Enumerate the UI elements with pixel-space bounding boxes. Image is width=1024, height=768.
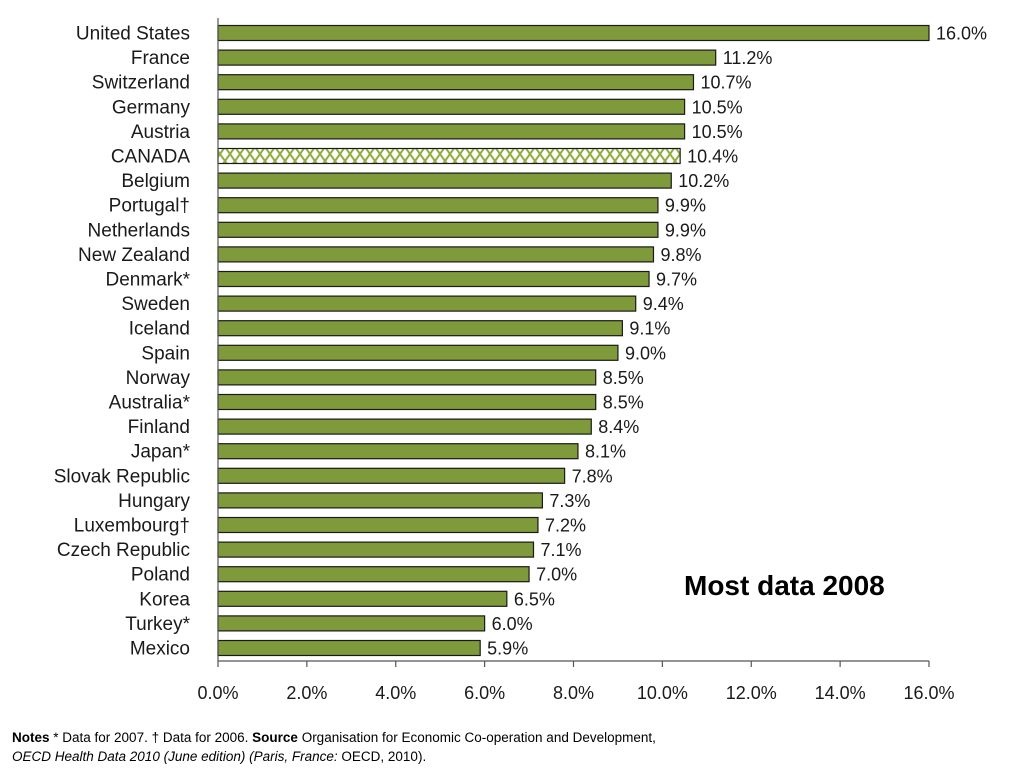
category-label-finland: Finland: [128, 417, 190, 438]
bar-netherlands: [217, 221, 659, 238]
value-label-korea: 6.5%: [514, 589, 555, 609]
category-label-canada: CANADA: [111, 147, 191, 168]
category-label-korea: Korea: [139, 589, 190, 610]
source-text: Organisation for Economic Co-operation a…: [297, 730, 656, 745]
category-label-iceland: Iceland: [129, 319, 190, 340]
category-label-slovak-republic: Slovak Republic: [54, 466, 190, 487]
value-label-mexico: 5.9%: [487, 639, 528, 659]
value-label-switzerland: 10.7%: [700, 73, 751, 93]
value-label-portugal: 9.9%: [665, 196, 706, 216]
category-label-netherlands: Netherlands: [88, 220, 190, 241]
value-label-hungary: 7.3%: [549, 491, 590, 511]
bar-finland: [217, 418, 592, 435]
category-label-turkey: Turkey*: [125, 614, 190, 635]
bar-czech-republic: [217, 541, 535, 558]
x-tick-label: 4.0%: [375, 683, 416, 703]
bar-slovak-republic: [217, 467, 566, 484]
x-tick-label: 12.0%: [726, 683, 777, 703]
value-label-netherlands: 9.9%: [665, 220, 706, 240]
bar-germany: [217, 98, 686, 115]
category-label-new-zealand: New Zealand: [78, 245, 190, 266]
category-label-switzerland: Switzerland: [92, 73, 190, 94]
value-label-canada: 10.4%: [687, 147, 738, 167]
value-label-slovak-republic: 7.8%: [572, 466, 613, 486]
value-label-luxembourg: 7.2%: [545, 516, 586, 536]
bar-canada: [217, 147, 681, 165]
value-label-finland: 8.4%: [598, 417, 639, 437]
publication-title: OECD Health Data 2010 (June edition) (Pa…: [12, 749, 338, 764]
chart-area: United States 16.0% France 11.2% Switzerland…: [53, 18, 988, 703]
bar-denmark: [217, 270, 650, 288]
bar-australia: [217, 393, 597, 411]
x-tick-label: 16.0%: [903, 683, 954, 703]
bar-chart: United States 16.0% France 11.2% Switzerland…: [54, 18, 987, 703]
notes-text: * Data for 2007. † Data for 2006.: [49, 730, 253, 745]
category-label-mexico: Mexico: [130, 639, 190, 660]
bar-korea: [217, 590, 508, 607]
x-tick-label: 0.0%: [197, 683, 238, 703]
bar-switzerland: [217, 74, 695, 91]
bar-japan: [217, 443, 579, 460]
category-label-poland: Poland: [131, 565, 190, 586]
x-tick-label: 10.0%: [637, 683, 688, 703]
bar-turkey: [217, 615, 486, 632]
x-tick-label: 2.0%: [286, 683, 327, 703]
category-label-norway: Norway: [126, 368, 191, 389]
x-tick-label: 6.0%: [464, 683, 505, 703]
category-label-japan: Japan*: [131, 442, 191, 463]
bar-france: [217, 49, 717, 66]
value-label-denmark: 9.7%: [656, 270, 697, 290]
bar-austria: [217, 123, 686, 140]
bar-new-zealand: [217, 246, 655, 263]
chart-annotation: Most data 2008: [684, 570, 885, 601]
bar-luxembourg: [217, 516, 539, 534]
bar-hungary: [217, 492, 543, 509]
chart-notes: Notes * Data for 2007. † Data for 2006. …: [12, 728, 1012, 766]
bar-portugal: [217, 197, 659, 214]
value-label-japan: 8.1%: [585, 442, 626, 462]
category-label-czech-republic: Czech Republic: [57, 540, 190, 561]
value-label-poland: 7.0%: [536, 565, 577, 585]
value-label-france: 11.2%: [723, 48, 773, 68]
bar-poland: [217, 566, 530, 583]
category-label-germany: Germany: [112, 97, 191, 118]
bar-spain: [217, 344, 619, 361]
category-label-hungary: Hungary: [118, 491, 190, 512]
value-label-iceland: 9.1%: [629, 319, 670, 339]
bar-norway: [217, 369, 597, 386]
category-label-france: France: [131, 48, 190, 69]
publication-rest: OECD, 2010).: [337, 749, 427, 764]
notes-label: Notes: [12, 730, 50, 745]
x-tick-label: 8.0%: [553, 683, 594, 703]
value-label-austria: 10.5%: [692, 122, 743, 142]
category-label-luxembourg: Luxembourg†: [74, 516, 190, 537]
value-label-sweden: 9.4%: [643, 294, 684, 314]
category-label-australia: Australia*: [109, 393, 191, 414]
value-label-germany: 10.5%: [692, 97, 743, 117]
category-label-denmark: Denmark*: [106, 270, 191, 291]
value-label-australia: 8.5%: [603, 393, 644, 413]
bar-belgium: [217, 172, 672, 189]
value-label-czech-republic: 7.1%: [541, 540, 582, 560]
source-label: Source: [252, 730, 298, 745]
value-label-spain: 9.0%: [625, 343, 666, 363]
bar-sweden: [217, 295, 637, 312]
category-label-austria: Austria: [131, 122, 191, 143]
value-label-norway: 8.5%: [603, 368, 644, 388]
category-label-spain: Spain: [141, 343, 190, 364]
value-label-new-zealand: 9.8%: [660, 245, 701, 265]
category-label-sweden: Sweden: [121, 294, 190, 315]
bar-united-states: [217, 24, 930, 42]
bar-iceland: [217, 320, 623, 337]
category-label-portugal: Portugal†: [109, 196, 190, 217]
value-label-belgium: 10.2%: [678, 171, 729, 191]
category-label-united-states: United States: [76, 24, 190, 45]
bar-mexico: [217, 639, 481, 657]
category-label-belgium: Belgium: [121, 171, 190, 192]
value-label-turkey: 6.0%: [492, 614, 533, 634]
value-label-united-states: 16.0%: [936, 24, 987, 44]
x-tick-label: 14.0%: [815, 683, 866, 703]
